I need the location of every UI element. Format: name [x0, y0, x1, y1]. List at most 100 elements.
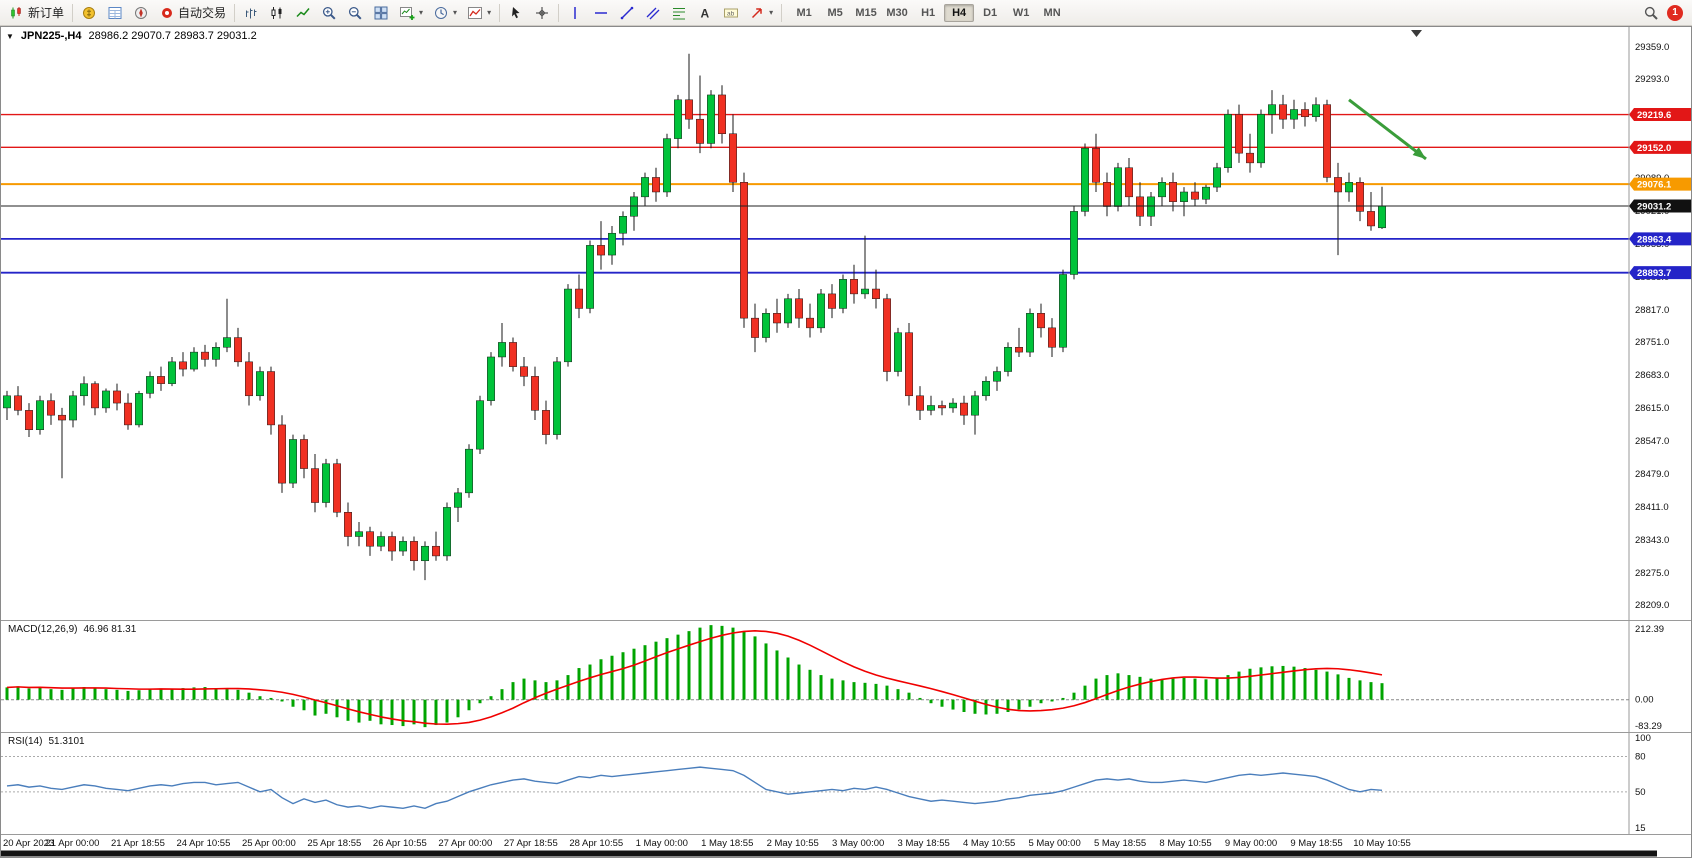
- svg-text:21 Apr 00:00: 21 Apr 00:00: [46, 838, 100, 849]
- new-chart-button[interactable]: ▾: [394, 1, 428, 25]
- timeframe-h4-button[interactable]: H4: [944, 3, 975, 22]
- timeframe-d1-button[interactable]: D1: [983, 6, 998, 19]
- text-label-icon: ab: [723, 5, 739, 21]
- chart-scrollbar[interactable]: [1, 850, 1657, 857]
- svg-text:28547.0: 28547.0: [1635, 436, 1669, 447]
- svg-text:24 Apr 10:55: 24 Apr 10:55: [176, 838, 230, 849]
- timeframe-m5-button[interactable]: M5: [827, 6, 843, 19]
- autotrading-icon: [159, 5, 175, 21]
- svg-text:25 Apr 00:00: 25 Apr 00:00: [242, 838, 296, 849]
- chart-window[interactable]: 29359.029293.029225.029157.029089.029021…: [0, 26, 1692, 858]
- market-watch-icon: [81, 5, 97, 21]
- navigator-button[interactable]: [128, 1, 154, 25]
- svg-text:15: 15: [1635, 823, 1646, 834]
- tile-windows-button[interactable]: [368, 1, 394, 25]
- crosshair-icon: [534, 5, 550, 21]
- dropdown-arrow-icon[interactable]: ▾: [419, 8, 424, 17]
- price-chart-canvas[interactable]: 29359.029293.029225.029157.029089.029021…: [1, 27, 1691, 857]
- svg-text:3 May 18:55: 3 May 18:55: [898, 838, 950, 849]
- svg-text:5 May 00:00: 5 May 00:00: [1028, 838, 1080, 849]
- macd-pane-label: MACD(12,26,9) 46.96 81.31: [8, 624, 136, 635]
- fibonacci-button[interactable]: [666, 1, 692, 25]
- line-chart-icon: [295, 5, 311, 21]
- svg-text:212.39: 212.39: [1635, 624, 1664, 635]
- search-icon[interactable]: [1643, 5, 1659, 21]
- toolbar-separator: [234, 3, 236, 22]
- bar-chart-icon: [243, 5, 259, 21]
- svg-text:27 Apr 18:55: 27 Apr 18:55: [504, 838, 558, 849]
- svg-text:9 May 18:55: 9 May 18:55: [1290, 838, 1342, 849]
- rsi-indicator-name: RSI(14): [8, 736, 43, 747]
- candlestick-chart-icon: [269, 5, 285, 21]
- channel-button[interactable]: [640, 1, 666, 25]
- indicators-button[interactable]: ▾: [462, 1, 496, 25]
- crosshair-button[interactable]: [529, 1, 555, 25]
- text-button[interactable]: A: [692, 1, 718, 25]
- price-badge: 29076.1: [1629, 177, 1691, 191]
- arrows-button[interactable]: ▾: [744, 1, 778, 25]
- timeframe-h1-button[interactable]: H1: [921, 6, 936, 19]
- svg-text:28893.7: 28893.7: [1637, 268, 1671, 279]
- svg-text:-83.29: -83.29: [1635, 721, 1662, 732]
- cursor-button[interactable]: [503, 1, 529, 25]
- svg-text:28963.4: 28963.4: [1637, 234, 1672, 245]
- navigator-icon: [133, 5, 149, 21]
- new-chart-icon: [399, 5, 415, 21]
- bar-chart-button[interactable]: [238, 1, 264, 25]
- macd-indicator-name: MACD(12,26,9): [8, 624, 78, 635]
- zoom-in-button[interactable]: [316, 1, 342, 25]
- text-label-button[interactable]: ab: [718, 1, 744, 25]
- trend-arrow-annotation[interactable]: [1348, 98, 1427, 161]
- timeframe-m1-button[interactable]: M1: [796, 6, 812, 19]
- vertical-line-button[interactable]: [562, 1, 588, 25]
- dropdown-arrow-icon[interactable]: ▾: [769, 8, 774, 17]
- cursor-icon: [508, 5, 524, 21]
- rsi-line: [6, 766, 1383, 810]
- zoom-out-icon: [347, 5, 363, 21]
- candlestick-chart-button[interactable]: [264, 1, 290, 25]
- macd-indicator-values: 46.96 81.31: [83, 624, 137, 635]
- dropdown-arrow-icon[interactable]: ▾: [487, 8, 492, 17]
- price-badge: 29219.6: [1629, 108, 1691, 122]
- svg-text:ab: ab: [727, 10, 735, 17]
- symbol-dropdown-icon[interactable]: ▼: [6, 32, 14, 41]
- channel-icon: [645, 5, 661, 21]
- timeframe-m30-button[interactable]: M30: [886, 6, 908, 19]
- svg-text:9 May 00:00: 9 May 00:00: [1225, 838, 1277, 849]
- indicators-icon: [467, 5, 483, 21]
- notification-badge[interactable]: 1: [1667, 4, 1683, 21]
- svg-text:28817.0: 28817.0: [1635, 305, 1669, 316]
- chart-shift-marker[interactable]: [1411, 30, 1422, 37]
- arrows-icon: [749, 5, 765, 21]
- trendline-button[interactable]: [614, 1, 640, 25]
- profiles-button[interactable]: ▾: [428, 1, 462, 25]
- candles-layer: [3, 53, 1386, 581]
- text-icon: A: [697, 5, 713, 21]
- autotrading-button[interactable]: 自动交易: [154, 1, 231, 25]
- svg-text:27 Apr 00:00: 27 Apr 00:00: [438, 838, 492, 849]
- timeframe-w1-button[interactable]: W1: [1012, 6, 1030, 19]
- zoom-out-button[interactable]: [342, 1, 368, 25]
- svg-text:3 May 00:00: 3 May 00:00: [832, 838, 884, 849]
- timeframe-m15-button[interactable]: M15: [855, 6, 877, 19]
- line-chart-button[interactable]: [290, 1, 316, 25]
- svg-text:1 May 00:00: 1 May 00:00: [636, 838, 688, 849]
- timeframe-mn-button[interactable]: MN: [1043, 6, 1061, 19]
- data-window-button[interactable]: [102, 1, 128, 25]
- svg-text:26 Apr 10:55: 26 Apr 10:55: [373, 838, 427, 849]
- horizontal-line-button[interactable]: [588, 1, 614, 25]
- svg-text:20 Apr 2023: 20 Apr 2023: [3, 838, 54, 849]
- svg-text:29359.0: 29359.0: [1635, 42, 1669, 53]
- new-order-button[interactable]: 新订单: [4, 1, 69, 25]
- horizontal-line-icon: [593, 5, 609, 21]
- dropdown-arrow-icon[interactable]: ▾: [453, 8, 458, 17]
- price-badge: 28963.4: [1629, 232, 1691, 246]
- profiles-icon: [433, 5, 449, 21]
- svg-text:28751.0: 28751.0: [1635, 337, 1669, 348]
- svg-text:A: A: [701, 6, 710, 20]
- market-watch-button[interactable]: [76, 1, 102, 25]
- svg-text:21 Apr 18:55: 21 Apr 18:55: [111, 838, 165, 849]
